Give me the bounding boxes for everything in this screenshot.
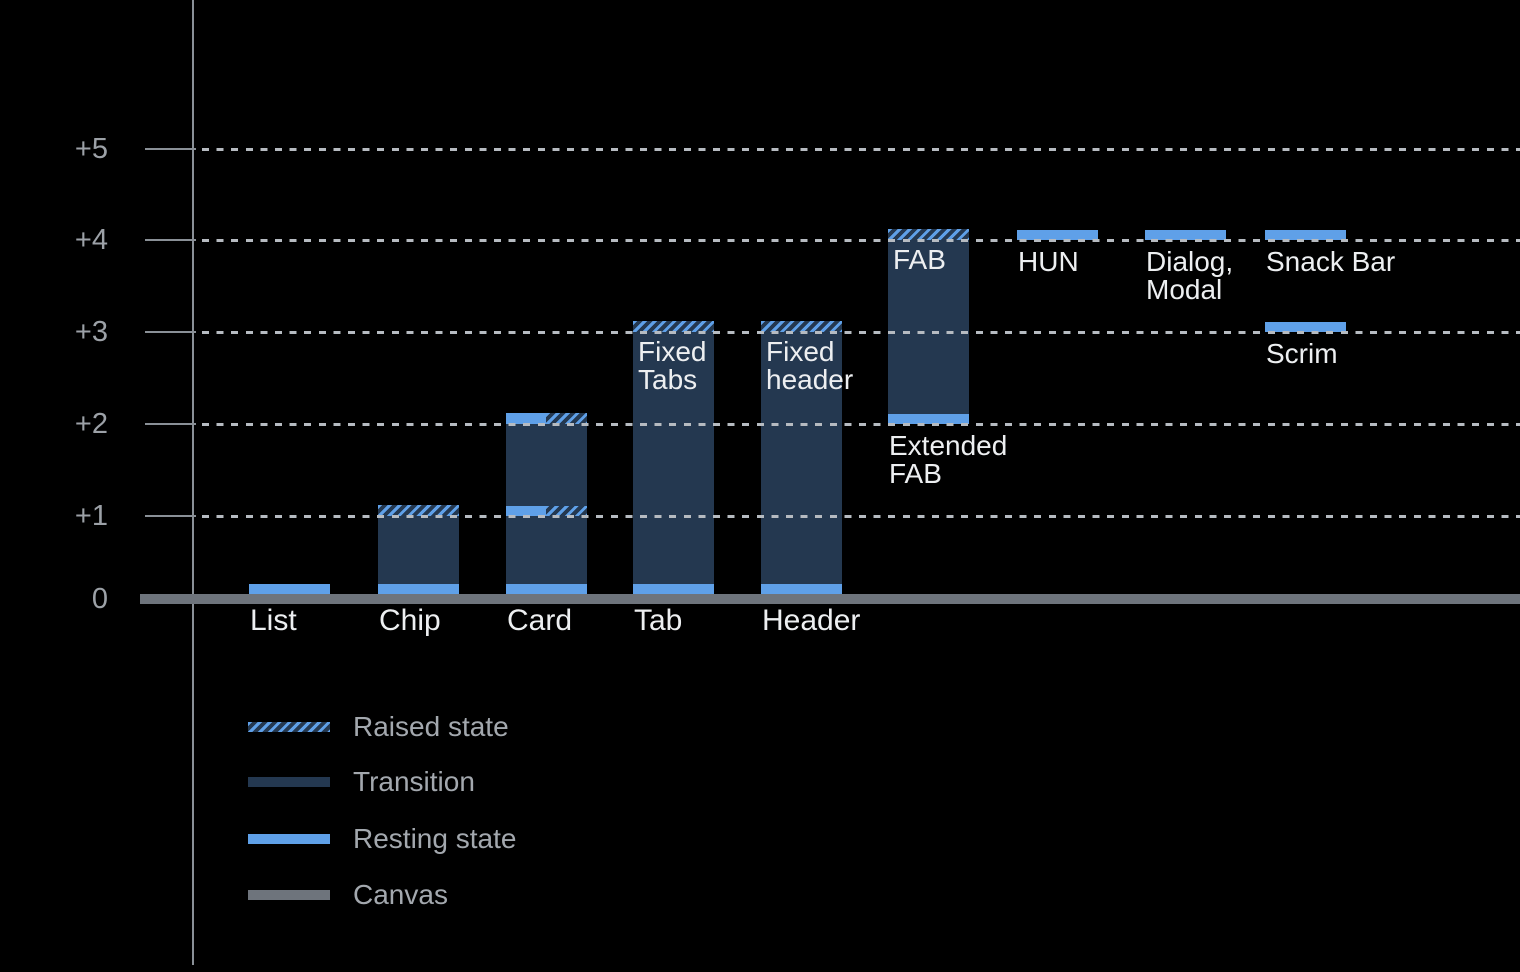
gridline-1 (202, 515, 1520, 518)
below-label-dialog-modal: Dialog, Modal (1146, 246, 1234, 305)
y-label-0: 0 (91, 583, 108, 615)
bar-chip-raised (378, 505, 459, 516)
legend-swatch-canvas (248, 890, 330, 900)
legend-swatch-resting (248, 834, 330, 844)
legend-label-resting: Resting state (353, 823, 517, 854)
bar-dialog-modal-resting (1145, 230, 1226, 240)
bar-tab-transition (633, 332, 714, 584)
y-tick-5 (145, 148, 196, 150)
legend-label-raised: Raised state (353, 711, 509, 742)
below-label-fab: Extended FAB (889, 430, 1008, 489)
y-tick-3 (145, 331, 196, 333)
y-label-+3: +3 (74, 316, 108, 348)
legend-swatch-raised (248, 722, 330, 732)
y-tick-4 (145, 239, 196, 241)
y-label-+5: +5 (74, 133, 108, 165)
y-label-+2: +2 (74, 408, 108, 440)
x-label-header: Header (762, 604, 861, 637)
y-label-+4: +4 (74, 224, 108, 256)
inner-label-header: Fixed header (766, 336, 854, 395)
legend-label-transition: Transition (353, 766, 475, 797)
y-tick-1 (145, 515, 196, 517)
x-label-list: List (250, 604, 297, 637)
bar-chip-resting (378, 584, 459, 594)
bar-card-split-resting (506, 505, 546, 516)
inner-label-fab: FAB (893, 244, 946, 275)
gridline-5 (202, 148, 1520, 151)
legend-swatch-transition (248, 777, 330, 787)
gridline-2 (202, 423, 1520, 426)
bar-fab-resting (888, 414, 969, 424)
bar-hun-resting (1017, 230, 1098, 240)
bar-fab-transition (888, 240, 969, 414)
below-label-hun: HUN (1018, 246, 1079, 277)
x-label-chip: Chip (379, 604, 441, 637)
below-label-scrim: Scrim (1266, 338, 1338, 369)
bar-list-resting (249, 584, 330, 594)
bar-header-transition (761, 332, 842, 584)
bar-tab-resting (633, 584, 714, 594)
bar-card-split-raised (546, 413, 587, 424)
gridline-3 (202, 331, 1520, 334)
bar-header-resting (761, 584, 842, 594)
bar-tab-raised (633, 321, 714, 332)
bar-card-transition (506, 516, 587, 584)
legend-label-canvas: Canvas (353, 879, 448, 910)
below-label-snack-bar: Snack Bar (1266, 246, 1396, 277)
bar-chip-transition (378, 516, 459, 584)
x-label-card: Card (507, 604, 573, 637)
y-tick-2 (145, 423, 196, 425)
bar-card-split-raised (546, 505, 587, 516)
x-label-tab: Tab (634, 604, 683, 637)
inner-label-tab: Fixed Tabs (638, 336, 707, 395)
bar-card-transition (506, 424, 587, 506)
bar-header-raised (761, 321, 842, 332)
bar-fab-raised (888, 229, 969, 240)
bar-card-resting (506, 584, 587, 594)
canvas-line (140, 594, 1520, 604)
bar-snack-bar-resting (1265, 230, 1346, 240)
gridline-4 (202, 239, 1520, 242)
bar-scrim-resting (1265, 322, 1346, 332)
y-axis-line (192, 0, 194, 965)
y-label-+1: +1 (74, 500, 108, 532)
bar-card-split-resting (506, 413, 546, 424)
